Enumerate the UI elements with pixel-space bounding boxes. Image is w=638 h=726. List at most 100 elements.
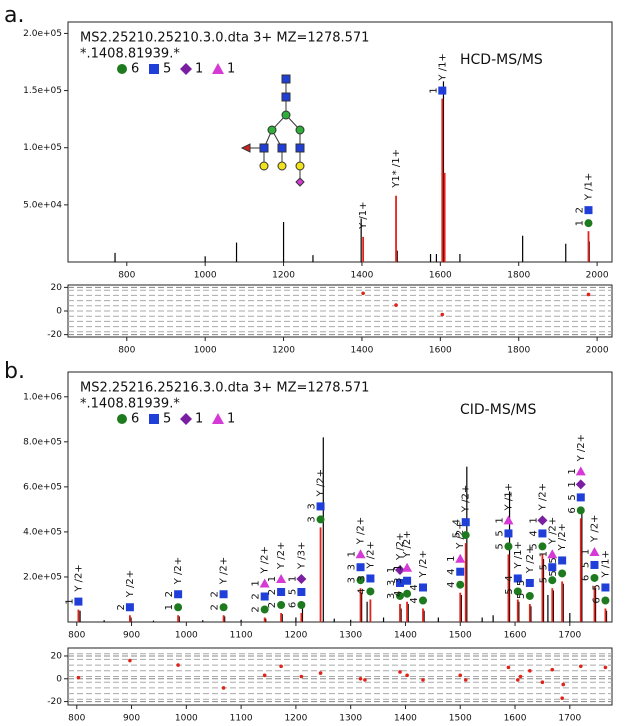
fragment-label: Y /3+ [296, 542, 307, 570]
error-point [221, 686, 226, 690]
glycan-glyph [461, 518, 470, 527]
error-point [394, 303, 398, 307]
fragment-label: Y /2+ [356, 517, 367, 545]
x-tick-label: 1000 [175, 631, 198, 641]
glycan-glyph [174, 603, 183, 612]
glyph-count: 2 [251, 606, 262, 612]
legend-symbol [180, 413, 192, 425]
error-point [458, 673, 463, 678]
glycan-glyph [125, 603, 134, 612]
glyph-count: 4 [446, 582, 457, 588]
glyph-count: 2 [267, 589, 278, 595]
glycan-glyph [558, 569, 567, 578]
fragment-label: Y /2+ [125, 570, 136, 598]
glyph-count: 4 [393, 591, 404, 597]
fragment-label: Y /2+ [557, 523, 568, 551]
glycan-glyph [394, 564, 405, 575]
axis-box [67, 21, 613, 263]
glyph-count: 2 [164, 591, 175, 597]
legend-label: 1 [227, 412, 235, 427]
y-tick-label: 20 [51, 651, 63, 661]
x-tick-label: 1100 [230, 631, 253, 641]
glyph-count: 3 [347, 577, 358, 583]
x-tick-label: 800 [68, 714, 85, 724]
legend-symbol [212, 63, 224, 74]
glycan-glyph [402, 562, 413, 572]
glycan-glyph [513, 574, 522, 583]
glycan-glyph [355, 549, 366, 559]
y-tick-label: 0 [56, 307, 62, 317]
y-tick-label: 20 [51, 283, 63, 293]
error-point [176, 663, 180, 667]
glycan-glyph [601, 583, 610, 592]
x-tick-label: 1400 [394, 631, 417, 641]
fragment-label: Y /1+ [503, 483, 514, 511]
glycan-glyph [356, 576, 365, 585]
fragment-label: Y /2+ [455, 521, 466, 549]
x-tick-label: 2000 [586, 346, 609, 356]
glycan-glyph [538, 529, 547, 538]
x-tick-label: 1600 [429, 271, 452, 281]
y-tick-label: 0 [56, 674, 62, 684]
glycan-glyph [504, 529, 513, 538]
glyph-count: 2 [574, 207, 585, 213]
fragment-label: Y /2+ [260, 546, 271, 574]
glyph-count: 4 [409, 597, 420, 603]
glycan-glyph [589, 546, 600, 556]
glycan-glyph [456, 567, 465, 576]
fragment-label: Y /2+ [461, 485, 472, 513]
glyph-count: 5 [516, 593, 527, 599]
glyph-count: 5 [494, 530, 505, 536]
error-point [440, 312, 445, 317]
glycan-glyph [584, 219, 593, 228]
glyph-count: 1 [574, 220, 585, 226]
x-tick-label: 1100 [230, 714, 253, 724]
glyph-count: 5 [548, 557, 559, 563]
error-point [540, 680, 545, 684]
glyph-count: 5 [538, 564, 549, 570]
glyph-count: 4 [452, 519, 463, 525]
glycan-glyph [260, 605, 269, 614]
fragment-label: Y /1+ [513, 541, 524, 569]
fragment-label: Y /1+ [583, 173, 594, 201]
error-point [561, 682, 566, 687]
glycan-glyph [277, 600, 286, 609]
glyph-count: 1 [386, 567, 397, 573]
legend-symbol [212, 413, 224, 424]
spectrum-subtitle: *.1408.81939.* [80, 47, 180, 62]
glycan-glyph [558, 556, 567, 565]
error-point [550, 667, 555, 672]
error-point [299, 674, 304, 679]
fragment-label: Y /2+ [418, 550, 429, 578]
y-tick-label: 2.0e+05 [23, 29, 62, 39]
error-point [128, 658, 132, 663]
x-tick-label: 1800 [507, 271, 530, 281]
glyph-count: 1 [267, 576, 278, 582]
glycan-glyph [316, 515, 325, 524]
x-tick-label: 1500 [449, 714, 472, 724]
fragment-label: Y /1+ [358, 201, 369, 229]
glyph-count: 6 [591, 597, 602, 603]
panel-label: b. [4, 359, 25, 384]
glycan-glyph [276, 573, 287, 583]
y-tick-label: 6.0e+05 [23, 482, 62, 492]
spectrum-title: MS2.25210.25210.3.0.dta 3+ MZ=1278.571 [80, 31, 369, 46]
glyph-count: 1 [428, 87, 439, 93]
glyph-count: 5 [494, 543, 505, 549]
legend-label: 5 [163, 412, 171, 427]
glyph-count: 5 [591, 584, 602, 590]
x-tick-label: 1700 [558, 714, 581, 724]
x-tick-label: 2000 [586, 271, 609, 281]
glyph-count: 1 [446, 556, 457, 562]
x-tick-label: 1200 [272, 271, 295, 281]
legend-symbol [149, 64, 159, 74]
fragment-label: Y /2+ [547, 517, 558, 545]
error-point [506, 665, 511, 670]
glyph-count: 4 [356, 588, 367, 594]
x-tick-label: 1500 [449, 631, 472, 641]
x-tick-label: 1400 [350, 346, 373, 356]
glycan-glyph [548, 576, 557, 585]
legend-label: 6 [131, 62, 139, 77]
glycan-glyph [575, 466, 586, 476]
error-point [515, 678, 520, 682]
